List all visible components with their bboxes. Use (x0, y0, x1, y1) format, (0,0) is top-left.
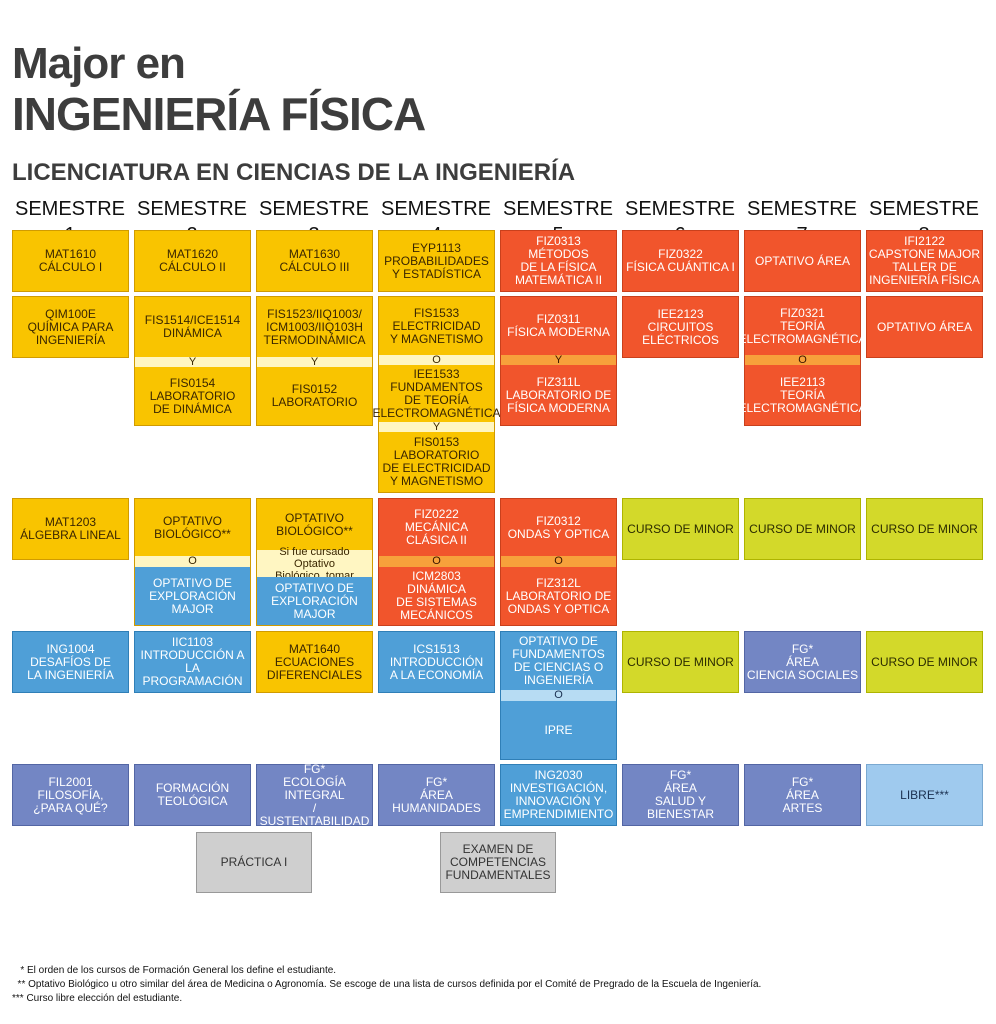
subtitle: LICENCIATURA EN CIENCIAS DE LA INGENIERÍ… (12, 159, 576, 186)
course-fiz0312: FIZ0312 ONDAS Y OPTICA (507, 513, 610, 541)
course-fiz0321: FIZ0321 TEORÍA ELECTROMAGNÉTICA (738, 305, 867, 346)
course-fis1533: FIS1533 ELECTRICIDAD Y MAGNETISMO (389, 305, 484, 346)
course-fiz0222: FIZ0222 MECÁNICA CLÁSICA II (404, 507, 469, 547)
course-minor: CURSO DE MINOR (866, 498, 983, 560)
course-mat1640: MAT1640 ECUACIONES DIFERENCIALES (256, 631, 373, 693)
course-practica: PRÁCTICA I (196, 832, 312, 893)
course-qim100e: QIM100E QUÍMICA PARA INGENIERÍA (12, 296, 129, 358)
course-ipre: IPRE (544, 722, 573, 737)
course-fis0153: FIS0153 LABORATORIO DE ELECTRICIDAD Y MA… (382, 435, 491, 488)
course-fg-artes: FG* ÁREA ARTES (744, 764, 861, 826)
connector-y: Y (135, 356, 250, 367)
course-fis1514: FIS1514/ICE1514 DINÁMICA (144, 313, 241, 340)
course-minor: CURSO DE MINOR (866, 631, 983, 693)
course-optativo-biologico: OPTATIVO BIOLÓGICO** (257, 499, 372, 550)
course-optativo-area: OPTATIVO ÁREA (744, 230, 861, 292)
course-optativo-exploracion: OPTATIVO DE EXPLORACIÓN MAJOR (135, 567, 250, 625)
course-fiz312l: FIZ312L LABORATORIO DE ONDAS Y OPTICA (505, 575, 612, 616)
course-fg-salud: FG* ÁREA SALUD Y BIENESTAR (622, 764, 739, 826)
connector-o: O (501, 690, 616, 701)
connector-y: Y (257, 356, 372, 367)
course-group-biologico-s2: OPTATIVO BIOLÓGICO** O OPTATIVO DE EXPLO… (134, 498, 251, 626)
course-minor: CURSO DE MINOR (744, 498, 861, 560)
connector-o: O (135, 556, 250, 567)
footnotes: * El orden de los cursos de Formación Ge… (12, 964, 761, 1006)
course-fis0154: FIS0154 LABORATORIO DE DINÁMICA (149, 375, 236, 416)
course-icm2803: ICM2803 DINÁMICA DE SISTEMAS MECÁNICOS (396, 569, 477, 622)
course-fiz311l: FIZ311L LABORATORIO DE FÍSICA MODERNA (505, 374, 612, 415)
title-line-2: INGENIERÍA FÍSICA (12, 88, 426, 140)
course-group-fisica-moderna: FIZ0311 FÍSICA MODERNA Y FIZ311L LABORAT… (500, 296, 617, 426)
course-group-termodinamica: FIS1523/IIQ1003/ ICM1003/IIQ103H TERMODI… (256, 296, 373, 426)
course-group-ondas: FIZ0312 ONDAS Y OPTICA O FIZ312L LABORAT… (500, 498, 617, 626)
course-ics1513: ICS1513 INTRODUCCIÓN A LA ECONOMÍA (378, 631, 495, 693)
course-examen: EXAMEN DE COMPETENCIAS FUNDAMENTALES (440, 832, 556, 893)
course-minor: CURSO DE MINOR (622, 631, 739, 693)
course-fil2001: FIL2001 FILOSOFÍA, ¿PARA QUÉ? (12, 764, 129, 826)
course-group-dinamica: FIS1514/ICE1514 DINÁMICA Y FIS0154 LABOR… (134, 296, 251, 426)
course-optativo-exploracion: OPTATIVO DE EXPLORACIÓN MAJOR (257, 577, 372, 625)
course-group-electromagnetica: FIZ0321 TEORÍA ELECTROMAGNÉTICA O IEE211… (738, 296, 867, 426)
course-ifi2122: IFI2122 CAPSTONE MAJOR TALLER DE INGENIE… (866, 230, 983, 292)
course-fiz0313: FIZ0313 MÉTODOS DE LA FÍSICA MATEMÁTICA … (500, 230, 617, 292)
course-fg-humanidades: FG* ÁREA HUMANIDADES (378, 764, 495, 826)
connector-y: Y (501, 354, 616, 365)
connector-o: O (501, 556, 616, 567)
course-fiz0311: FIZ0311 FÍSICA MODERNA (507, 312, 610, 339)
course-group-electricidad: FIS1533 ELECTRICIDAD Y MAGNETISMO O IEE1… (372, 296, 501, 493)
connector-o: O (745, 354, 860, 365)
course-iic1103: IIC1103 INTRODUCCIÓN A LA PROGRAMACIÓN (134, 631, 251, 693)
course-fis1523: FIS1523/IIQ1003/ ICM1003/IIQ103H TERMODI… (263, 306, 366, 347)
course-iee2123: IEE2123 CIRCUITOS ELÉCTRICOS (622, 296, 739, 358)
course-fg-ecologia: FG* ECOLOGÍA INTEGRAL / SUSTENTABILIDAD (256, 762, 373, 827)
course-minor: CURSO DE MINOR (622, 498, 739, 560)
course-fiz0322: FIZ0322 FÍSICA CUÁNTICA I (622, 230, 739, 292)
course-eyp1113: EYP1113 PROBABILIDADES Y ESTADÍSTICA (378, 230, 495, 292)
course-mat1620: MAT1620 CÁLCULO II (134, 230, 251, 292)
course-iee2113: IEE2113 TEORÍA ELECTROMAGNÉTICA (738, 374, 867, 415)
note-biologico: Si fue cursado Optativo Biológico, tomar (257, 546, 372, 582)
course-mat1630: MAT1630 CÁLCULO III (256, 230, 373, 292)
course-optativo-biologico: OPTATIVO BIOLÓGICO** (135, 499, 250, 556)
course-fis0152: FIS0152 LABORATORIO (271, 382, 358, 409)
course-libre: LIBRE*** (866, 764, 983, 826)
course-group-mecanica: FIZ0222 MECÁNICA CLÁSICA II O ICM2803 DI… (378, 498, 495, 626)
course-ing2030: ING2030 INVESTIGACIÓN, INNOVACIÓN Y EMPR… (500, 764, 617, 826)
course-iee1533: IEE1533 FUNDAMENTOS DE TEORÍA ELECTROMAG… (372, 366, 501, 420)
course-formacion-teologica: FORMACIÓN TEOLÓGICA (134, 764, 251, 826)
connector-o: O (379, 354, 494, 365)
connector-o: O (379, 556, 494, 567)
course-fg-ciencia-sociales: FG* ÁREA CIENCIA SOCIALES (744, 631, 861, 693)
connector-y: Y (379, 421, 494, 432)
course-group-fundamentos: OPTATIVO DE FUNDAMENTOS DE CIENCIAS O IN… (500, 631, 617, 760)
course-group-biologico-s3: OPTATIVO BIOLÓGICO** Si fue cursado Opta… (256, 498, 373, 626)
course-ing1004: ING1004 DESAFÍOS DE LA INGENIERÍA (12, 631, 129, 693)
footnote-1: * El orden de los cursos de Formación Ge… (12, 965, 337, 976)
course-optativo-area: OPTATIVO ÁREA (866, 296, 983, 358)
course-optativo-fundamentos: OPTATIVO DE FUNDAMENTOS DE CIENCIAS O IN… (512, 634, 605, 687)
course-mat1610: MAT1610 CÁLCULO I (12, 230, 129, 292)
title-line-1: Major en (12, 39, 186, 88)
course-mat1203: MAT1203 ÁLGEBRA LINEAL (12, 498, 129, 560)
footnote-3: *** Curso libre elección del estudiante. (12, 993, 183, 1004)
footnote-2: ** Optativo Biológico u otro similar del… (12, 979, 762, 990)
